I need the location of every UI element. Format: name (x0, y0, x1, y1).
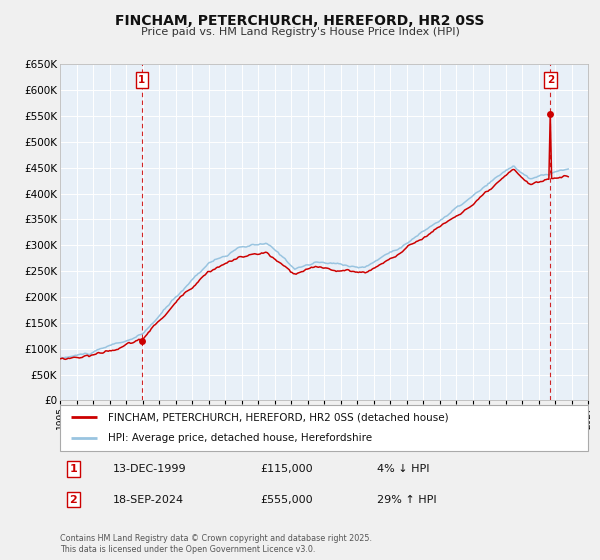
FancyBboxPatch shape (60, 405, 588, 451)
Text: FINCHAM, PETERCHURCH, HEREFORD, HR2 0SS: FINCHAM, PETERCHURCH, HEREFORD, HR2 0SS (115, 14, 485, 28)
Text: £115,000: £115,000 (260, 464, 313, 474)
Text: 1: 1 (138, 75, 145, 85)
Text: HPI: Average price, detached house, Herefordshire: HPI: Average price, detached house, Here… (107, 433, 371, 444)
Text: Price paid vs. HM Land Registry's House Price Index (HPI): Price paid vs. HM Land Registry's House … (140, 27, 460, 37)
Text: 1: 1 (70, 464, 77, 474)
Text: 2: 2 (547, 75, 554, 85)
Text: £555,000: £555,000 (260, 494, 313, 505)
Text: Contains HM Land Registry data © Crown copyright and database right 2025.: Contains HM Land Registry data © Crown c… (60, 534, 372, 543)
Text: 2: 2 (70, 494, 77, 505)
Text: 13-DEC-1999: 13-DEC-1999 (113, 464, 187, 474)
Text: 29% ↑ HPI: 29% ↑ HPI (377, 494, 436, 505)
Point (137, 337, 146, 346)
Text: FINCHAM, PETERCHURCH, HEREFORD, HR2 0SS (detached house): FINCHAM, PETERCHURCH, HEREFORD, HR2 0SS … (107, 412, 448, 422)
Text: 4% ↓ HPI: 4% ↓ HPI (377, 464, 430, 474)
Point (545, 109, 555, 118)
Text: This data is licensed under the Open Government Licence v3.0.: This data is licensed under the Open Gov… (60, 545, 316, 554)
Text: 18-SEP-2024: 18-SEP-2024 (113, 494, 184, 505)
